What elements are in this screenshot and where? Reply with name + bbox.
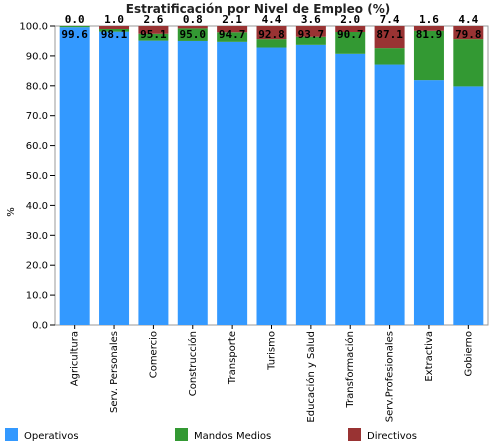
category-label: Comercio	[148, 331, 159, 378]
bar-segment	[295, 36, 326, 45]
bar-segment	[217, 32, 248, 42]
data-label-directivos: 1.6	[419, 13, 439, 26]
data-label-operativos: 87.1	[376, 28, 403, 41]
bar-segment	[256, 39, 287, 48]
y-tick-label: 50.0	[26, 171, 48, 182]
bar-segment	[99, 26, 130, 29]
data-label-directivos: 0.0	[65, 13, 85, 26]
bar-segment	[138, 33, 169, 41]
bar-segment	[413, 30, 444, 81]
category-label: Transporte	[227, 331, 238, 385]
chart-title: Estratificación por Nivel de Empleo (%)	[126, 2, 390, 16]
legend-label: Directivos	[367, 431, 417, 442]
data-label-directivos: 0.8	[183, 13, 203, 26]
category-label: Educación y Salud	[305, 331, 317, 423]
y-tick-label: 80.0	[26, 81, 48, 92]
data-label-directivos: 2.6	[143, 13, 163, 26]
bar-segment	[335, 53, 366, 325]
y-tick-label: 30.0	[26, 231, 48, 242]
bar-segment	[295, 44, 326, 325]
bar-segment	[453, 86, 484, 325]
category-label: Transformación	[344, 331, 356, 409]
data-label-operativos: 81.9	[416, 28, 443, 41]
bar-segment	[59, 27, 90, 326]
category-label: Turismo	[267, 331, 278, 371]
legend-label: Mandos Medios	[194, 431, 271, 442]
bar-segment	[374, 26, 405, 49]
data-label-operativos: 95.1	[140, 28, 167, 41]
category-label: Construcción	[187, 331, 199, 396]
bar-segment	[453, 39, 484, 87]
category-label: Serv. Personales	[109, 331, 120, 413]
category-label: Extractiva	[424, 331, 435, 382]
bar-segment	[374, 64, 405, 326]
category-label: Serv.Profesionales	[385, 331, 396, 422]
category-label: Gobierno	[463, 331, 474, 377]
y-tick-label: 100.0	[19, 22, 48, 33]
y-tick-label: 20.0	[26, 261, 48, 272]
legend-swatch	[5, 428, 18, 441]
data-label-directivos: 2.0	[340, 13, 360, 26]
category-label: Agricultura	[70, 331, 81, 386]
y-tick-label: 40.0	[26, 201, 48, 212]
bar-segment	[413, 80, 444, 325]
data-label-directivos: 4.4	[458, 13, 478, 26]
data-label-directivos: 3.6	[301, 13, 321, 26]
data-label-directivos: 1.0	[104, 13, 124, 26]
bar-segment	[335, 26, 366, 32]
y-tick-label: 0.0	[32, 321, 48, 332]
data-label-operativos: 92.8	[258, 28, 285, 41]
bar-segment	[453, 26, 484, 40]
bar-segment	[99, 28, 130, 32]
y-tick-label: 70.0	[26, 111, 48, 122]
data-label-directivos: 2.1	[222, 13, 242, 26]
data-label-operativos: 94.7	[219, 28, 246, 41]
bar-segment	[138, 26, 169, 34]
y-axis-label: %	[6, 207, 17, 217]
data-label-operativos: 98.1	[101, 28, 128, 41]
bar-segment	[217, 41, 248, 326]
bar-segment	[217, 26, 248, 33]
data-label-directivos: 7.4	[380, 13, 400, 26]
bar-segment	[256, 26, 287, 40]
bar-segment	[99, 31, 130, 325]
y-tick-label: 10.0	[26, 291, 48, 302]
data-label-directivos: 4.4	[262, 13, 282, 26]
data-label-operativos: 99.6	[61, 28, 88, 41]
bar-segment	[335, 31, 366, 54]
data-label-operativos: 93.7	[298, 28, 325, 41]
bar-segment	[374, 48, 405, 65]
legend: Operativos Mandos Medios Directivos	[5, 428, 417, 442]
bar-segment	[177, 28, 208, 41]
data-label-operativos: 79.8	[455, 28, 482, 41]
data-label-operativos: 90.7	[337, 28, 364, 41]
legend-label: Operativos	[24, 431, 79, 442]
bar-segment	[295, 26, 326, 37]
bar-segment	[138, 40, 169, 325]
legend-swatch	[175, 428, 188, 441]
data-label-operativos: 95.0	[180, 28, 207, 41]
bar-segment	[177, 26, 208, 29]
y-tick-label: 90.0	[26, 51, 48, 62]
bar-segment	[256, 47, 287, 325]
legend-swatch	[348, 428, 361, 441]
bar-segment	[59, 26, 90, 28]
y-tick-label: 60.0	[26, 141, 48, 152]
bar-segment	[177, 40, 208, 325]
bar-segment	[413, 26, 444, 31]
plot-area: 0.0 10.0 20.0 30.0 40.0 50.0 60.0 70.0 80.0 90.0 1…	[19, 13, 489, 423]
